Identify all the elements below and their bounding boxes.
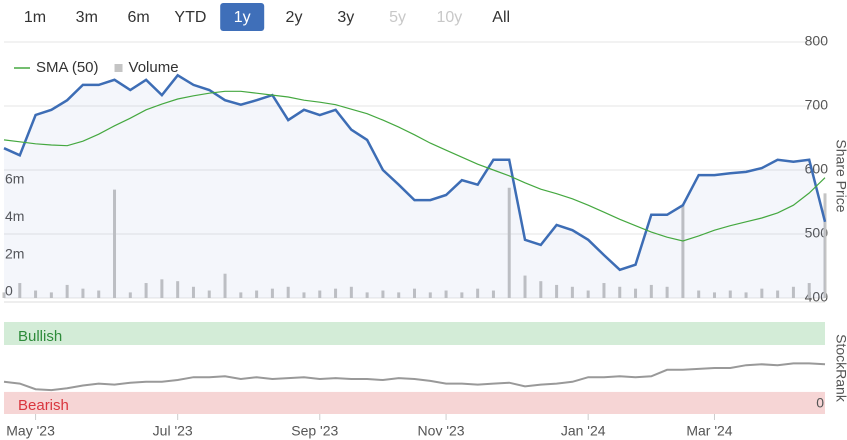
range-button: 5y <box>389 9 406 26</box>
volume-bar <box>286 286 290 298</box>
volume-bar <box>239 292 243 298</box>
volume-bar <box>49 292 53 298</box>
volume-bar <box>255 290 259 298</box>
y2-tick-label: 2m <box>5 245 24 261</box>
range-button: 10y <box>437 9 463 26</box>
range-button[interactable]: 3m <box>76 9 98 26</box>
volume-bar <box>728 290 732 298</box>
volume-bar <box>681 204 685 298</box>
volume-bar <box>160 279 164 298</box>
volume-bar <box>334 288 338 298</box>
y-tick-label: 700 <box>805 97 829 113</box>
volume-bar <box>570 286 574 298</box>
volume-bar <box>302 292 306 298</box>
volume-bar <box>760 288 764 298</box>
range-button[interactable]: 1y <box>234 9 251 26</box>
volume-bar <box>665 286 669 298</box>
x-tick-label: Jul '23 <box>153 423 193 439</box>
range-button[interactable]: 6m <box>127 9 149 26</box>
stockrank-axis-title: StockRank <box>833 334 847 403</box>
y2-tick-label: 6m <box>5 171 24 187</box>
volume-bar <box>523 275 527 298</box>
range-button[interactable]: 2y <box>286 9 303 26</box>
y-tick-label: 500 <box>805 225 829 241</box>
legend-swatch <box>114 64 123 72</box>
volume-bar <box>207 290 211 298</box>
volume-bar <box>712 292 716 298</box>
volume-bar <box>18 283 22 298</box>
volume-bar <box>649 284 653 298</box>
x-tick-label: Nov '23 <box>418 423 465 439</box>
rank-zone-label: Bullish <box>18 328 62 345</box>
volume-bar <box>634 288 638 298</box>
volume-bar <box>270 288 274 298</box>
volume-bar <box>113 189 117 298</box>
volume-bar <box>349 286 353 298</box>
y2-tick-label: 0 <box>5 283 13 299</box>
volume-bar <box>776 290 780 298</box>
x-tick-label: May '23 <box>6 423 55 439</box>
volume-bar <box>491 290 495 298</box>
x-tick-label: Sep '23 <box>291 423 338 439</box>
volume-bar <box>365 292 369 298</box>
volume-bar <box>507 187 511 298</box>
volume-bar <box>428 292 432 298</box>
volume-bar <box>223 273 227 298</box>
volume-bar <box>34 290 38 298</box>
range-button[interactable]: All <box>492 9 510 26</box>
legend-label[interactable]: Volume <box>129 59 179 76</box>
volume-bar <box>744 292 748 298</box>
volume-bar <box>397 292 401 298</box>
range-button[interactable]: 1m <box>24 9 46 26</box>
price-area <box>4 75 825 298</box>
volume-bar <box>176 281 180 298</box>
price-line <box>3 73 827 272</box>
rank-zone <box>4 322 825 345</box>
volume-bar <box>807 283 811 298</box>
volume-bar <box>539 281 543 298</box>
volume-bar <box>413 288 416 298</box>
range-button-active[interactable] <box>220 3 265 31</box>
volume-bar <box>81 288 85 298</box>
y2-tick-label: 4m <box>5 208 24 224</box>
x-tick-label: Jan '24 <box>561 423 606 439</box>
legend-label[interactable]: SMA (50) <box>36 59 99 76</box>
x-tick-label: Mar '24 <box>686 423 732 439</box>
volume-bar <box>586 290 590 298</box>
volume-bar <box>128 292 132 298</box>
range-button[interactable]: YTD <box>174 9 206 26</box>
volume-bar <box>144 283 148 298</box>
volume-bar <box>2 292 6 298</box>
rank-zone <box>4 391 825 414</box>
y-tick-label: 800 <box>805 33 829 49</box>
volume-bar <box>318 290 322 298</box>
volume-bar <box>555 284 559 298</box>
volume-bar <box>460 292 464 298</box>
volume-bar <box>65 284 69 298</box>
stockrank-line <box>3 362 826 392</box>
sma-line <box>3 90 826 242</box>
volume-bar <box>618 286 622 298</box>
volume-bar <box>602 283 606 298</box>
volume-bar <box>697 290 701 298</box>
range-button[interactable]: 3y <box>337 9 354 26</box>
volume-bar <box>97 290 101 298</box>
rank-zone-label: Bearish <box>18 397 69 414</box>
volume-bar <box>381 290 385 298</box>
volume-bar <box>191 286 195 298</box>
volume-bar <box>444 290 448 298</box>
plot-area <box>4 42 825 302</box>
volume-bar <box>791 286 795 298</box>
volume-bar <box>823 193 827 298</box>
y-axis-title: Share Price <box>833 139 847 212</box>
volume-bar <box>476 288 480 298</box>
rank-tick-label: 0 <box>816 395 824 411</box>
